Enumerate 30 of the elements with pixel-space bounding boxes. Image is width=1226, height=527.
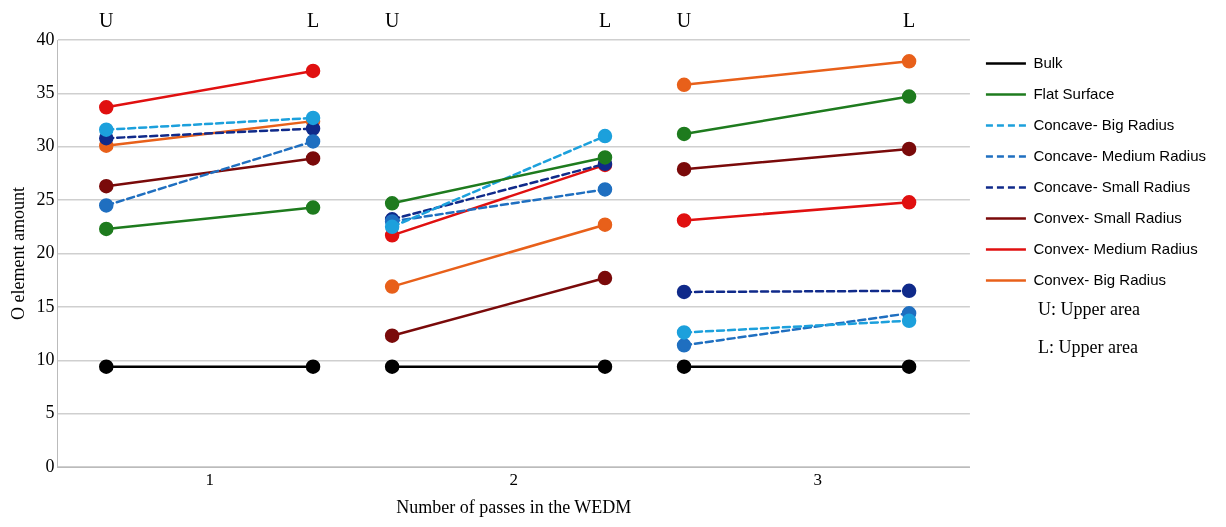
y-tick-label: 20 bbox=[36, 242, 55, 263]
x-axis-title: Number of passes in the WEDM bbox=[396, 496, 632, 517]
legend-label: Convex- Medium Radius bbox=[1033, 239, 1198, 257]
x-tick-label: 2 bbox=[509, 469, 519, 489]
text: U bbox=[99, 9, 115, 32]
legend-label: Concave- Medium Radius bbox=[1033, 146, 1206, 164]
text: U: Upper area bbox=[1037, 298, 1140, 319]
y-tick-label: 35 bbox=[36, 82, 55, 103]
legend-label: Concave- Small Radius bbox=[1033, 177, 1191, 195]
text: L bbox=[306, 9, 320, 32]
y-tick-label: 5 bbox=[45, 402, 55, 423]
y-tick-label: 10 bbox=[36, 348, 55, 369]
legend-label: Concave- Big Radius bbox=[1033, 115, 1175, 133]
y-tick-label: 25 bbox=[36, 188, 55, 209]
y-tick-label: 15 bbox=[36, 295, 55, 316]
x-tick-label: 1 bbox=[205, 469, 214, 489]
legend-label: Flat Surface bbox=[1033, 84, 1115, 102]
legend-label: Bulk bbox=[1033, 53, 1064, 71]
text: L bbox=[598, 9, 612, 32]
legend-label: Convex- Big Radius bbox=[1033, 270, 1166, 288]
y-tick-label: 30 bbox=[36, 135, 55, 156]
text: L: Upper area bbox=[1037, 336, 1138, 357]
text: L bbox=[903, 9, 916, 32]
x-tick-label: 3 bbox=[813, 469, 823, 489]
y-tick-label: 0 bbox=[45, 455, 55, 476]
text: U bbox=[384, 9, 400, 32]
y-tick-label: 40 bbox=[36, 28, 55, 49]
text: U bbox=[676, 9, 692, 32]
y-axis-title: O element amount bbox=[7, 187, 28, 320]
legend-label: Convex- Small Radius bbox=[1033, 208, 1182, 226]
